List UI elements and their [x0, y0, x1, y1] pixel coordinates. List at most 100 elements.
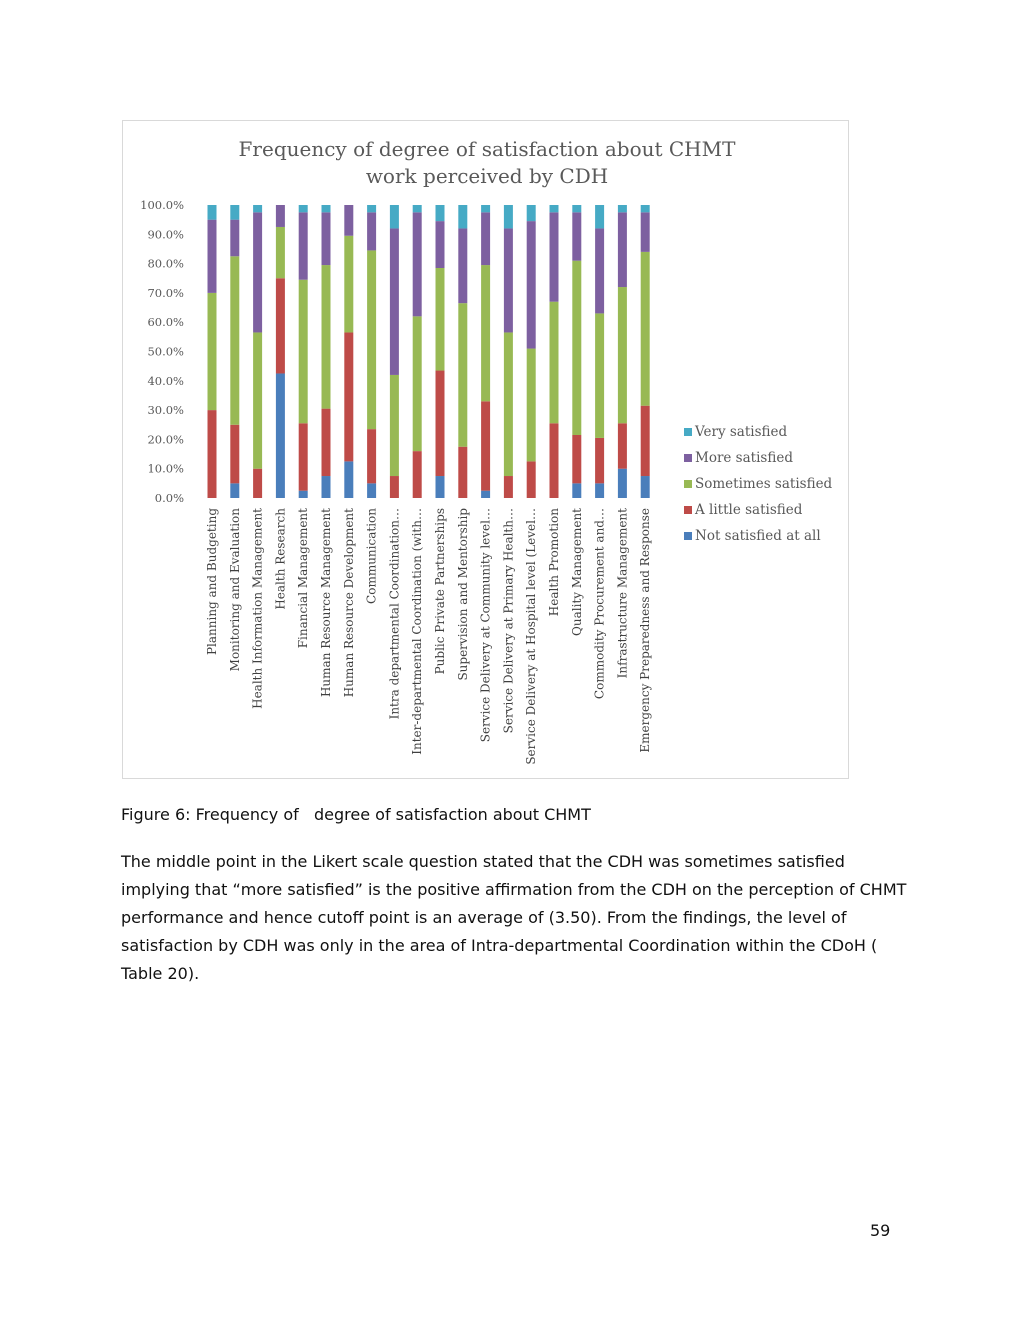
- bar-segment: [367, 250, 377, 430]
- bar-segment: [617, 423, 627, 469]
- legend-label: More satisfied: [695, 450, 793, 466]
- bar-segment: [526, 205, 536, 222]
- bar-segment: [640, 212, 650, 252]
- chart-title-line: work perceived by CDH: [366, 164, 608, 188]
- x-tick-label: Intra departmental Coordination…: [387, 508, 401, 719]
- legend-swatch: [684, 480, 692, 488]
- bar-segment: [230, 424, 240, 484]
- bar-segment: [503, 476, 513, 498]
- bar-segment: [640, 476, 650, 498]
- bar-segment: [526, 461, 536, 498]
- x-tick-label: Health Research: [273, 508, 287, 610]
- bar-segment: [298, 212, 308, 280]
- bar-segment: [253, 468, 263, 498]
- x-tick-label: Service Delivery at Community level…: [479, 508, 493, 742]
- legend-swatch: [684, 532, 692, 540]
- bar-segment: [275, 373, 285, 498]
- bar-segment: [367, 205, 377, 213]
- figure-caption: Figure 6: Frequency of degree of satisfa…: [121, 805, 591, 824]
- bar-segment: [207, 292, 217, 411]
- x-tick-label: Inter-departmental Coordination (with…: [410, 508, 424, 755]
- x-tick-label: Service Delivery at Primary Health…: [501, 508, 515, 733]
- bar-segment: [481, 265, 491, 402]
- bar-segment: [389, 205, 399, 229]
- bar-segment: [503, 228, 513, 333]
- bar-segment: [595, 437, 605, 484]
- bar-segment: [298, 205, 308, 213]
- bar-segment: [458, 228, 468, 304]
- chart-title-line: Frequency of degree of satisfaction abou…: [239, 137, 737, 161]
- bar-segment: [344, 235, 354, 333]
- y-tick-label: 0.0%: [155, 491, 184, 505]
- y-tick-label: 40.0%: [147, 374, 184, 388]
- bar-segment: [549, 423, 559, 498]
- legend-swatch: [684, 428, 692, 436]
- bar-segment: [572, 435, 582, 484]
- legend-label: Sometimes satisfied: [695, 476, 833, 492]
- bar-segment: [253, 332, 263, 469]
- legend-label: A little satisfied: [694, 502, 803, 518]
- bar-segment: [321, 476, 331, 498]
- x-tick-label: Health Information Management: [251, 508, 265, 709]
- bar-segment: [207, 410, 217, 498]
- bar-segment: [572, 212, 582, 261]
- bar-segment: [435, 221, 445, 268]
- bar-segment: [549, 212, 559, 302]
- bar-segment: [344, 205, 354, 236]
- bar-segment: [481, 401, 491, 491]
- bar-segment: [572, 260, 582, 436]
- bar-segment: [526, 348, 536, 462]
- bar-segment: [389, 374, 399, 477]
- bar-segment: [595, 205, 605, 229]
- bar-segment: [595, 313, 605, 438]
- x-tick-label: Planning and Budgeting: [205, 508, 219, 655]
- bar-segment: [253, 205, 263, 213]
- bar-segment: [458, 303, 468, 447]
- stacked-bar-chart: Frequency of degree of satisfaction abou…: [140, 137, 833, 765]
- bar-segment: [321, 265, 331, 409]
- x-tick-label: Human Resource Management: [319, 508, 333, 697]
- x-tick-label: Service Delivery at Hospital level (Leve…: [524, 508, 538, 765]
- bar-segment: [298, 423, 308, 491]
- x-tick-label: Infrastructure Management: [615, 508, 629, 678]
- x-tick-label: Supervision and Mentorship: [456, 508, 470, 681]
- x-tick-label: Commodity Procurement and…: [593, 508, 607, 699]
- bar-segment: [412, 212, 422, 317]
- y-tick-label: 80.0%: [147, 257, 184, 271]
- legend-swatch: [684, 454, 692, 462]
- bar-segment: [275, 205, 285, 227]
- bar-segment: [595, 228, 605, 314]
- legend-label: Not satisfied at all: [695, 528, 821, 544]
- bar-segment: [458, 446, 468, 498]
- bar-segment: [389, 228, 399, 375]
- x-tick-label: Human Resource Development: [342, 508, 356, 697]
- bar-segment: [207, 219, 217, 293]
- bar-segment: [572, 205, 582, 213]
- bar-segment: [549, 205, 559, 213]
- y-tick-label: 90.0%: [147, 227, 184, 241]
- chart-container: Frequency of degree of satisfaction abou…: [122, 120, 849, 779]
- bar-segment: [412, 316, 422, 452]
- x-tick-label: Health Promotion: [547, 508, 561, 616]
- bar-segment: [640, 405, 650, 477]
- bar-segment: [344, 461, 354, 498]
- y-tick-label: 60.0%: [147, 315, 184, 329]
- bar-segment: [321, 408, 331, 477]
- bar-segment: [435, 205, 445, 222]
- bar-segment: [298, 279, 308, 424]
- bar-segment: [367, 212, 377, 251]
- y-tick-label: 10.0%: [147, 462, 184, 476]
- bar-segment: [321, 212, 331, 266]
- bar-segment: [230, 219, 240, 257]
- legend-label: Very satisfied: [694, 424, 788, 440]
- bar-segment: [367, 483, 377, 498]
- bar-segment: [572, 483, 582, 498]
- x-tick-label: Public Private Partnerships: [433, 508, 447, 674]
- bar-segment: [367, 429, 377, 484]
- bar-segment: [230, 205, 240, 220]
- x-tick-label: Emergency Preparedness and Response: [638, 508, 652, 753]
- bar-segment: [595, 483, 605, 498]
- bar-segment: [458, 205, 468, 229]
- bar-segment: [617, 287, 627, 424]
- x-tick-label: Monitoring and Evaluation: [228, 508, 242, 672]
